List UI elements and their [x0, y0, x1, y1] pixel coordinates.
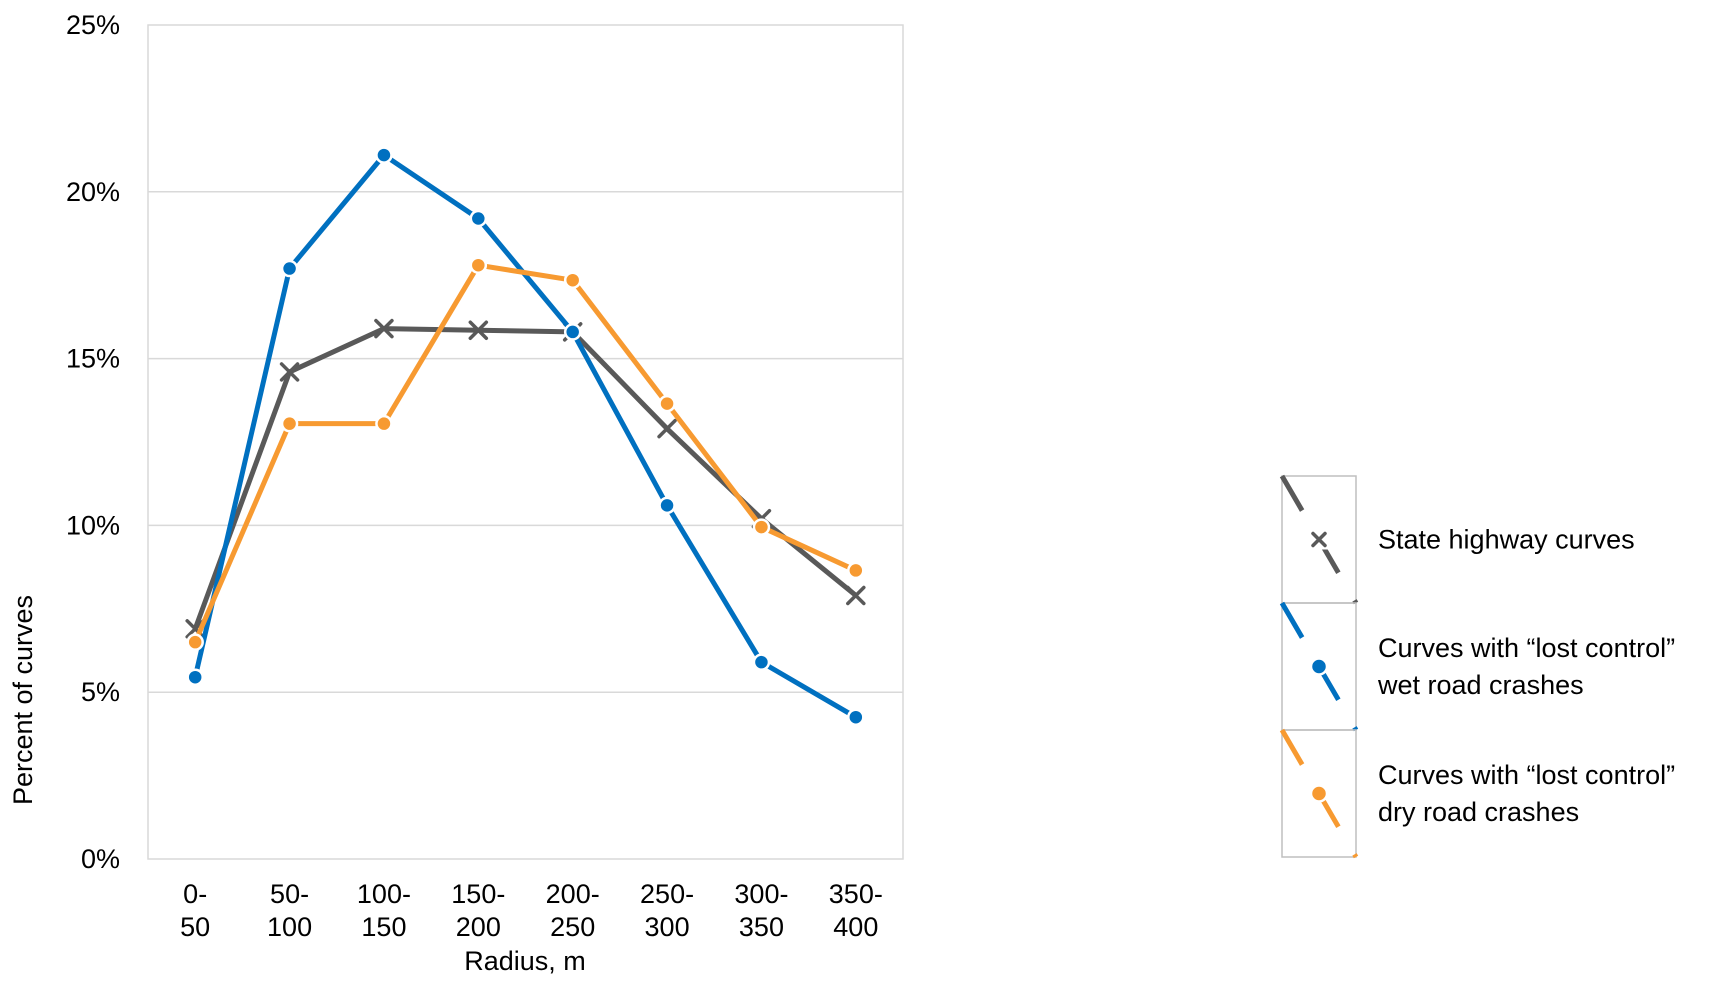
legend-label: wet road crashes	[1377, 670, 1584, 700]
x-tick-label: 100	[267, 912, 312, 942]
data-point	[658, 394, 676, 413]
data-point	[469, 209, 488, 228]
x-tick-label: 300-	[734, 879, 788, 909]
y-axis-ticks: 0% 5% 10% 15% 20% 25%	[66, 10, 120, 874]
x-axis-ticks: 0-50 50-100 100-150 150-200 200-250 250-300 30…	[180, 879, 883, 942]
data-point	[186, 633, 204, 651]
legend-marker	[1309, 784, 1329, 803]
data-point	[847, 708, 865, 726]
data-point	[468, 320, 489, 340]
legend-marker	[1311, 531, 1327, 548]
data-point	[375, 146, 393, 164]
data-point	[469, 256, 488, 274]
x-tick-label: 200-	[546, 879, 600, 909]
data-point	[186, 668, 204, 686]
legend-label: Curves with “lost control”	[1378, 633, 1675, 663]
y-tick-label: 5%	[81, 677, 120, 707]
x-tick-label: 250-	[640, 879, 694, 909]
y-tick-label: 10%	[66, 510, 120, 540]
series-line	[192, 262, 857, 644]
data-point	[563, 323, 582, 341]
x-tick-label: 400	[833, 912, 878, 942]
legend-item: Curves with “lost control” dry road crash…	[1279, 728, 1675, 859]
data-point	[657, 418, 677, 439]
series-group	[185, 146, 866, 726]
data-point	[375, 414, 393, 433]
data-point	[374, 318, 394, 339]
data-point	[658, 496, 676, 515]
x-tick-label: 150	[361, 912, 406, 942]
x-tick-label: 50-	[270, 879, 309, 909]
legend-label: Curves with “lost control”	[1378, 760, 1675, 790]
x-tick-label: 350-	[829, 879, 883, 909]
legend-item: State highway curves	[1279, 474, 1635, 605]
data-point	[563, 271, 582, 289]
data-point	[280, 414, 299, 433]
data-point	[752, 518, 771, 536]
x-tick-label: 150-	[451, 879, 505, 909]
x-tick-label: 0-	[183, 879, 207, 909]
legend-item: Curves with “lost control” wet road crash…	[1279, 601, 1675, 732]
gridlines	[148, 191, 903, 693]
plot-area	[147, 24, 904, 860]
data-point	[847, 561, 865, 580]
x-tick-label: 250	[550, 912, 595, 942]
legend: State highway curves Curves with “lost co…	[1279, 474, 1675, 859]
y-tick-label: 25%	[66, 10, 120, 40]
x-tick-label: 50	[180, 912, 210, 942]
y-axis-label: Percent of curves	[8, 595, 38, 805]
y-tick-label: 0%	[81, 844, 120, 874]
x-tick-label: 350	[739, 912, 784, 942]
y-tick-label: 20%	[66, 177, 120, 207]
legend-swatch-box	[1281, 729, 1357, 858]
legend-label: State highway curves	[1378, 525, 1635, 555]
data-point	[752, 653, 771, 671]
x-tick-label: 100-	[357, 879, 411, 909]
legend-marker	[1309, 657, 1329, 676]
data-point	[279, 362, 300, 382]
x-axis-label: Radius, m	[464, 946, 586, 976]
y-tick-label: 15%	[66, 344, 120, 374]
x-tick-label: 200	[456, 912, 501, 942]
legend-label: dry road crashes	[1378, 797, 1579, 827]
data-point	[280, 259, 299, 278]
x-tick-label: 300	[645, 912, 690, 942]
data-point	[846, 585, 866, 606]
series-3	[186, 256, 865, 651]
